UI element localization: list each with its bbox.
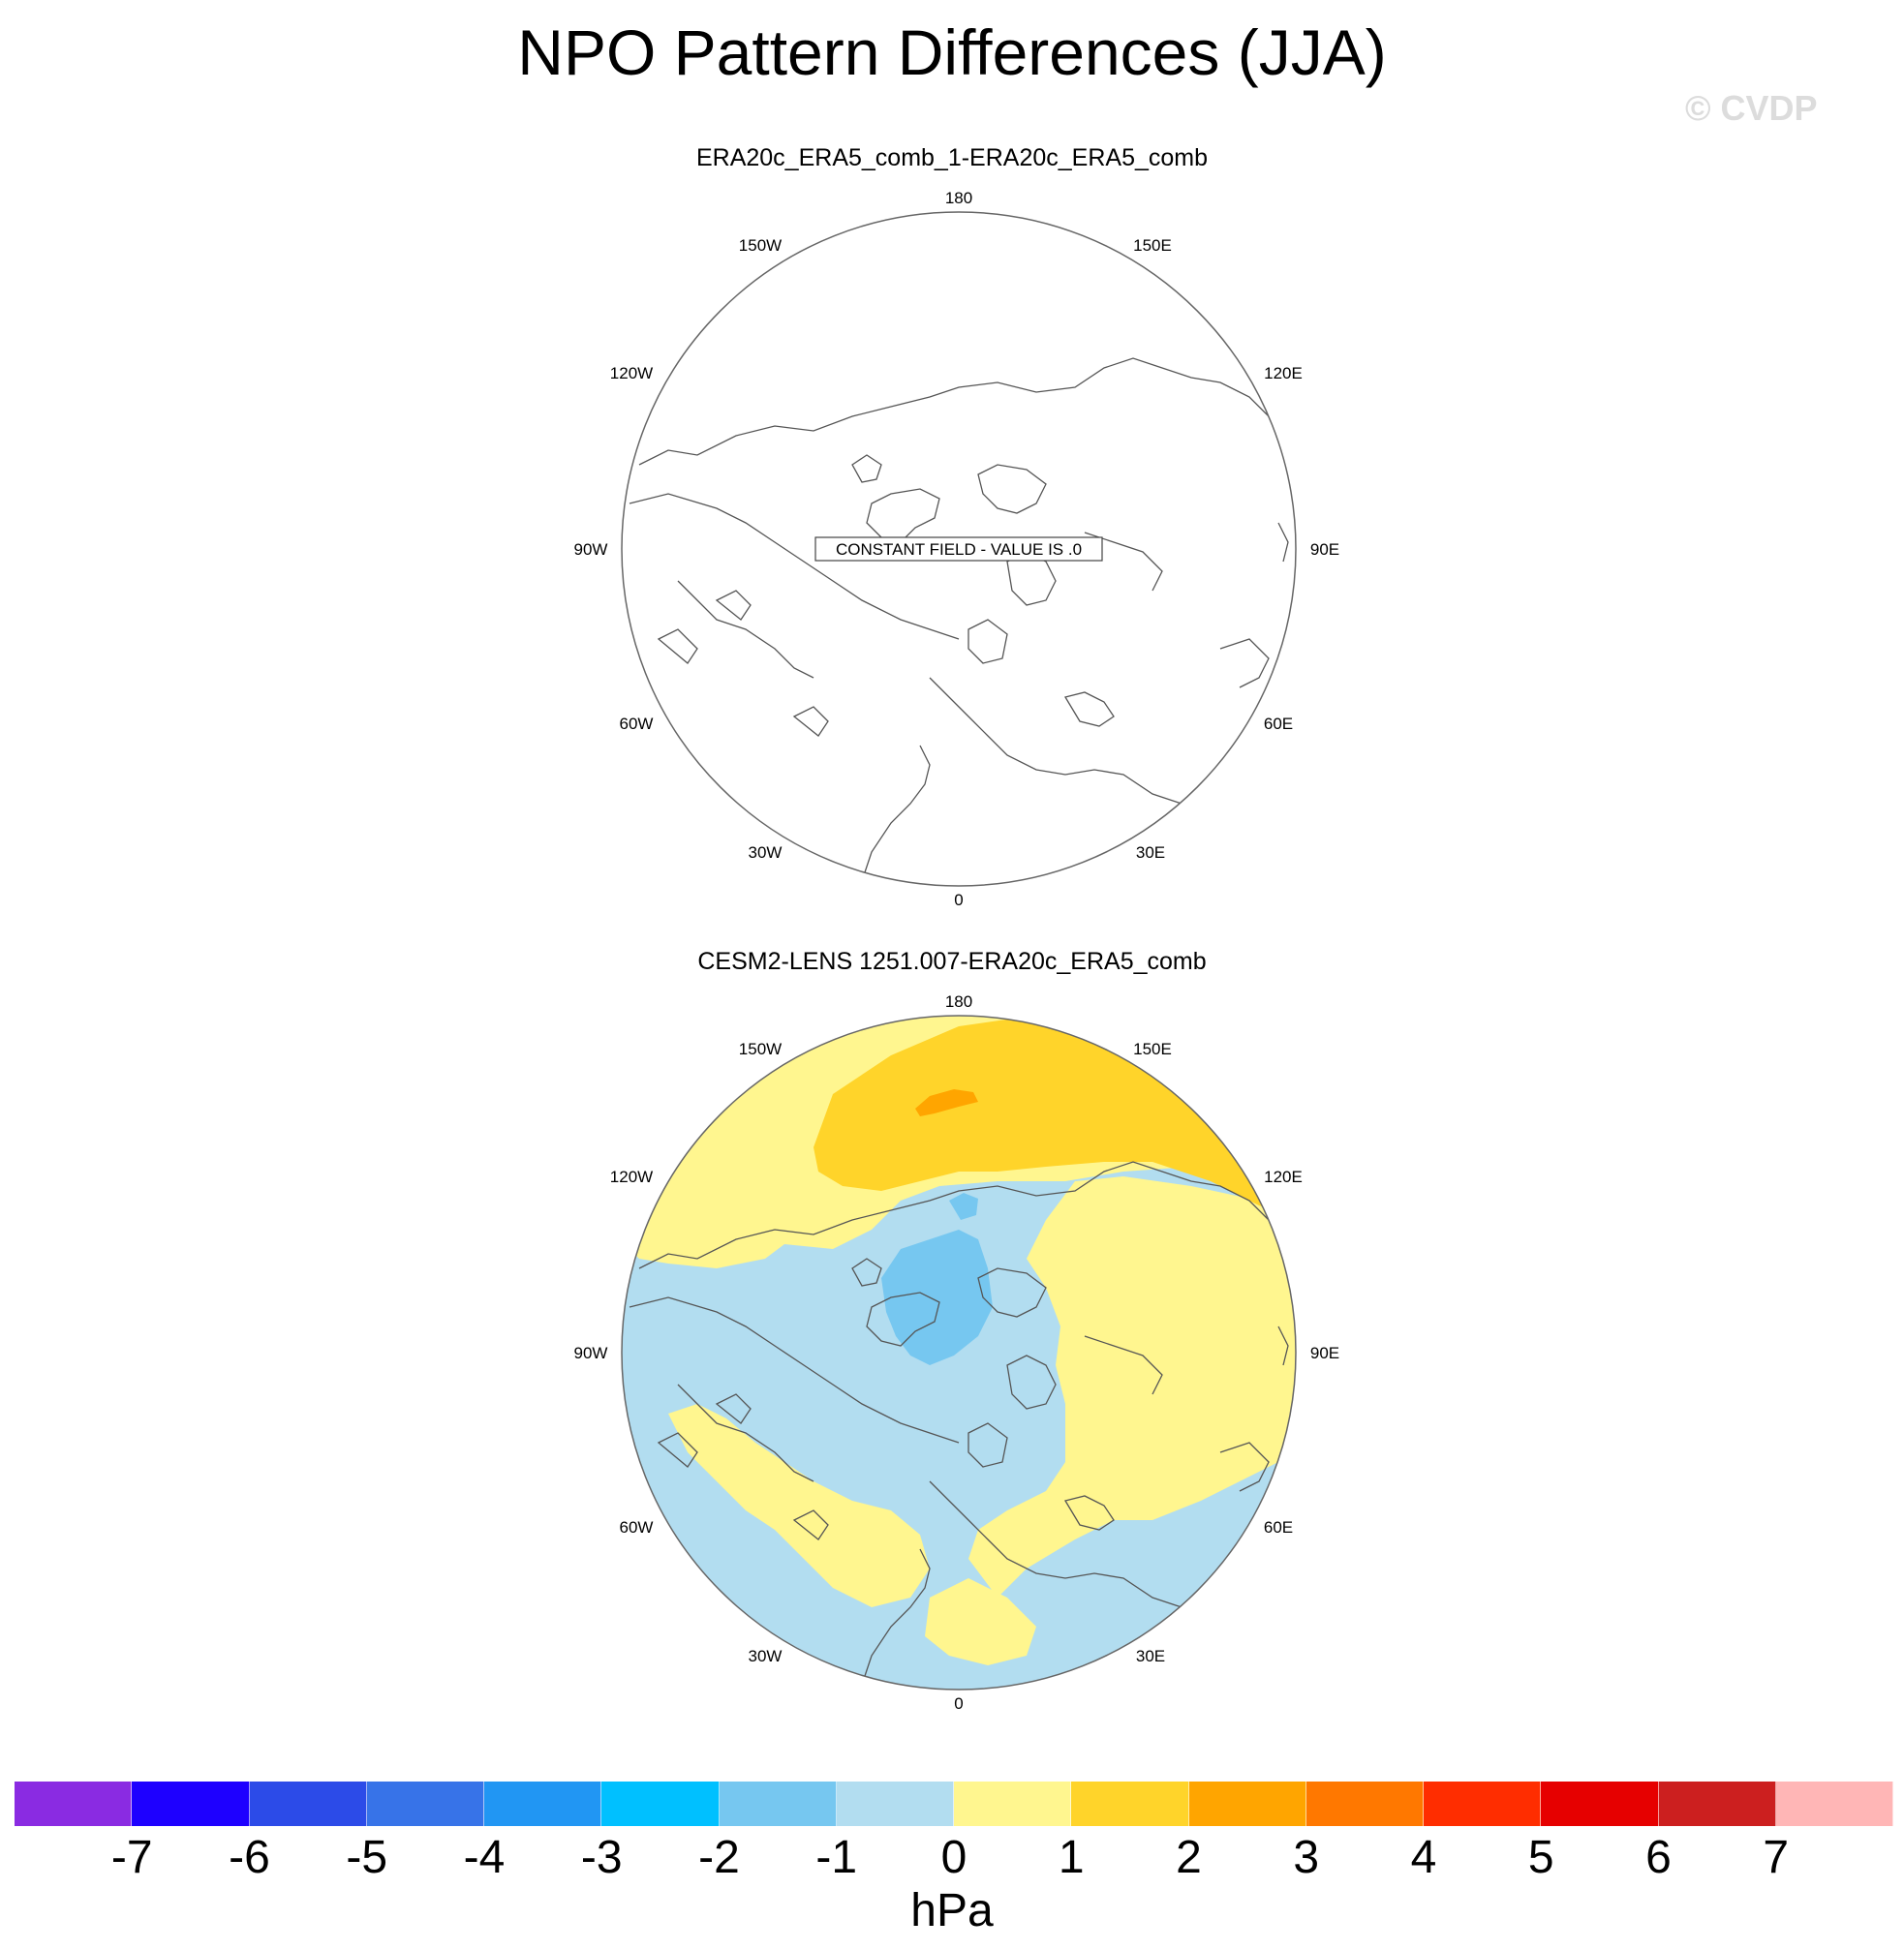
lon-label-0: 0 xyxy=(954,1694,963,1713)
region-arctic-negative xyxy=(881,1230,993,1365)
colorbar-units: hPa xyxy=(910,1885,994,1936)
panel-2-lon-labels: 180 150E 120E 90E 60E 30E 0 30W 60W 90W … xyxy=(574,992,1340,1713)
panel-1-map: CONSTANT FIELD - VALUE IS .0 180 150E 12… xyxy=(574,189,1340,909)
lon-label-90w: 90W xyxy=(574,1344,608,1362)
colorbar-tick-label: 6 xyxy=(1645,1832,1672,1883)
lon-label-60w: 60W xyxy=(620,1518,654,1537)
colorbar-box xyxy=(1424,1782,1542,1826)
colorbar-tick-label: -5 xyxy=(346,1832,388,1883)
cvdp-watermark: © CVDP xyxy=(1685,88,1818,128)
lon-label-120w: 120W xyxy=(610,364,653,382)
colorbar-tick-label: -6 xyxy=(229,1832,270,1883)
region-atlantic-positive xyxy=(668,1404,930,1607)
lon-label-30w: 30W xyxy=(749,843,783,862)
panel-2-coastlines xyxy=(629,1161,1289,1686)
lon-label-90e: 90E xyxy=(1310,1344,1339,1362)
colorbar-tick-label: 7 xyxy=(1763,1832,1790,1883)
panel-2-rim xyxy=(621,1015,1297,1691)
colorbar-tick-label: -2 xyxy=(698,1832,740,1883)
region-arctic-negative-lobe xyxy=(949,1193,978,1220)
lon-label-120w: 120W xyxy=(610,1168,653,1186)
region-north-pacific-max xyxy=(915,1089,978,1116)
colorbar-tick-label: 1 xyxy=(1058,1832,1085,1883)
region-med-positive xyxy=(925,1578,1036,1665)
colorbar-tick-label: 2 xyxy=(1176,1832,1202,1883)
lon-label-0: 0 xyxy=(954,891,963,909)
colorbar-tick-label: 4 xyxy=(1410,1832,1437,1883)
colorbar-box xyxy=(1071,1782,1189,1826)
panel-2-map: 180 150E 120E 90E 60E 30E 0 30W 60W 90W … xyxy=(574,992,1340,1713)
colorbar-box xyxy=(1775,1782,1893,1826)
lon-label-150w: 150W xyxy=(739,1040,782,1058)
lon-label-180: 180 xyxy=(945,992,972,1011)
panel-1-title: ERA20c_ERA5_comb_1-ERA20c_ERA5_comb xyxy=(695,144,1209,171)
lon-label-150e: 150E xyxy=(1133,1040,1172,1058)
colorbar-box xyxy=(484,1782,602,1826)
lon-label-90e: 90E xyxy=(1310,540,1339,559)
colorbar-box xyxy=(1658,1782,1776,1826)
colorbar-box xyxy=(249,1782,367,1826)
colorbar-tick-label: 0 xyxy=(940,1832,967,1883)
panel-2-title: CESM2-LENS 1251.007-ERA20c_ERA5_comb xyxy=(697,948,1207,975)
lon-label-150e: 150E xyxy=(1133,236,1172,255)
constant-field-box xyxy=(814,536,1103,562)
lon-label-150w: 150W xyxy=(739,236,782,255)
panel-1-lon-labels: 180 150E 120E 90E 60E 30E 0 30W 60W 90W … xyxy=(574,189,1340,909)
colorbar-box xyxy=(1305,1782,1424,1826)
lon-label-60e: 60E xyxy=(1264,715,1293,733)
colorbar-box xyxy=(132,1782,250,1826)
colorbar-box xyxy=(366,1782,484,1826)
colorbar-box xyxy=(15,1782,133,1826)
colorbar-tick-label: 3 xyxy=(1293,1832,1320,1883)
colorbar-tick-label: -4 xyxy=(463,1832,506,1883)
lon-label-60w: 60W xyxy=(620,715,654,733)
colorbar-tick-label: -7 xyxy=(110,1832,153,1883)
main-title: NPO Pattern Differences (JJA) xyxy=(517,16,1387,88)
panel-1-coastlines xyxy=(629,357,1289,882)
region-eurasia-positive xyxy=(968,1176,1296,1598)
colorbar-box xyxy=(836,1782,954,1826)
lon-label-30e: 30E xyxy=(1136,1647,1165,1665)
colorbar-box xyxy=(1188,1782,1306,1826)
lon-label-180: 180 xyxy=(945,189,972,207)
panel-1-rim xyxy=(621,211,1297,887)
lon-label-60e: 60E xyxy=(1264,1518,1293,1537)
colorbar-tick-label: -3 xyxy=(580,1832,623,1883)
constant-field-note: CONSTANT FIELD - VALUE IS .0 xyxy=(836,540,1082,559)
colorbar-box xyxy=(954,1782,1072,1826)
colorbar-tick-label: 5 xyxy=(1527,1832,1554,1883)
lon-label-120e: 120E xyxy=(1264,364,1303,382)
colorbar-box xyxy=(719,1782,837,1826)
lon-label-120e: 120E xyxy=(1264,1168,1303,1186)
colorbar xyxy=(15,1782,1893,1826)
panel-2-filled-field xyxy=(622,1016,1296,1690)
colorbar-tick-label: -1 xyxy=(815,1832,858,1883)
lon-label-30e: 30E xyxy=(1136,843,1165,862)
lon-label-90w: 90W xyxy=(574,540,608,559)
lon-label-30w: 30W xyxy=(749,1647,783,1665)
colorbar-box xyxy=(1541,1782,1659,1826)
colorbar-box xyxy=(601,1782,720,1826)
